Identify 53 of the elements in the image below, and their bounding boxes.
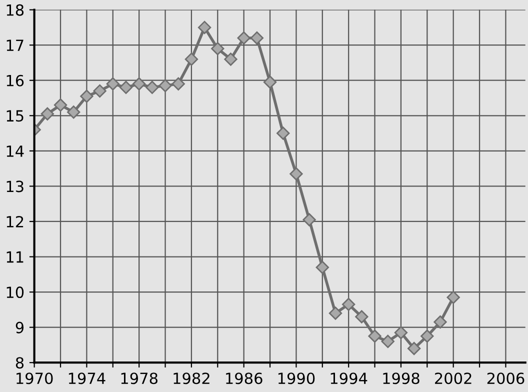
y-tick-label: 11 xyxy=(6,251,24,263)
x-tick-label: 1978 xyxy=(121,372,158,384)
y-tick-label: 8 xyxy=(16,357,24,369)
point xyxy=(119,80,133,94)
y-tick-label: 9 xyxy=(16,322,24,334)
point xyxy=(263,76,277,89)
point xyxy=(276,126,290,140)
y-tick-label: 12 xyxy=(6,216,24,228)
point xyxy=(237,31,250,45)
x-tick-label: 1970 xyxy=(16,372,53,384)
point xyxy=(198,20,212,34)
point xyxy=(342,298,356,311)
y-tick-label: 18 xyxy=(6,4,24,16)
y-tick-label: 15 xyxy=(6,110,24,122)
y-tick-label: 14 xyxy=(6,146,24,157)
point xyxy=(224,52,238,66)
point xyxy=(93,84,106,98)
x-tick-label: 2006 xyxy=(487,372,524,384)
point xyxy=(446,290,460,304)
x-tick-label: 1974 xyxy=(68,372,106,384)
point xyxy=(420,330,434,343)
point xyxy=(80,90,94,103)
point xyxy=(290,167,303,180)
x-tick-label: 1994 xyxy=(330,372,368,384)
point xyxy=(434,315,447,329)
point xyxy=(106,77,120,90)
x-tick-label: 1986 xyxy=(226,372,262,384)
point xyxy=(54,98,68,112)
x-tick-label: 1998 xyxy=(383,372,420,384)
y-tick-label: 10 xyxy=(6,286,24,298)
point xyxy=(250,31,264,45)
point xyxy=(316,260,329,274)
point xyxy=(184,52,198,66)
point xyxy=(355,310,368,324)
x-tick-label: 1982 xyxy=(174,372,210,384)
point xyxy=(40,107,54,120)
x-tick-label: 2002 xyxy=(435,372,472,384)
point xyxy=(381,334,394,348)
y-tick-label: 17 xyxy=(6,40,24,51)
point xyxy=(407,342,421,356)
point xyxy=(302,213,316,226)
point xyxy=(146,80,159,94)
point xyxy=(368,330,382,343)
point xyxy=(158,79,172,92)
y-tick-label: 13 xyxy=(6,180,24,192)
x-tick-label: 1990 xyxy=(278,372,315,384)
point xyxy=(394,326,408,340)
y-tick-label: 16 xyxy=(6,74,24,86)
point xyxy=(328,306,342,320)
point xyxy=(211,42,224,56)
point xyxy=(67,106,80,119)
point xyxy=(172,77,185,90)
point xyxy=(132,77,146,90)
